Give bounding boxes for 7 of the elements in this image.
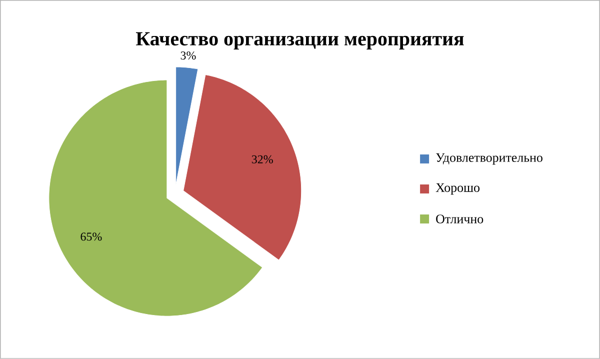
chart-title: Качество организации мероприятия: [136, 32, 464, 50]
legend-label: Удовлетворительно: [436, 153, 542, 165]
legend-label: Хорошо: [436, 183, 480, 195]
data-label: 65%: [80, 232, 102, 241]
data-label: 32%: [252, 155, 273, 164]
data-label: 3%: [180, 52, 196, 60]
legend-label: Отлично: [436, 214, 484, 224]
